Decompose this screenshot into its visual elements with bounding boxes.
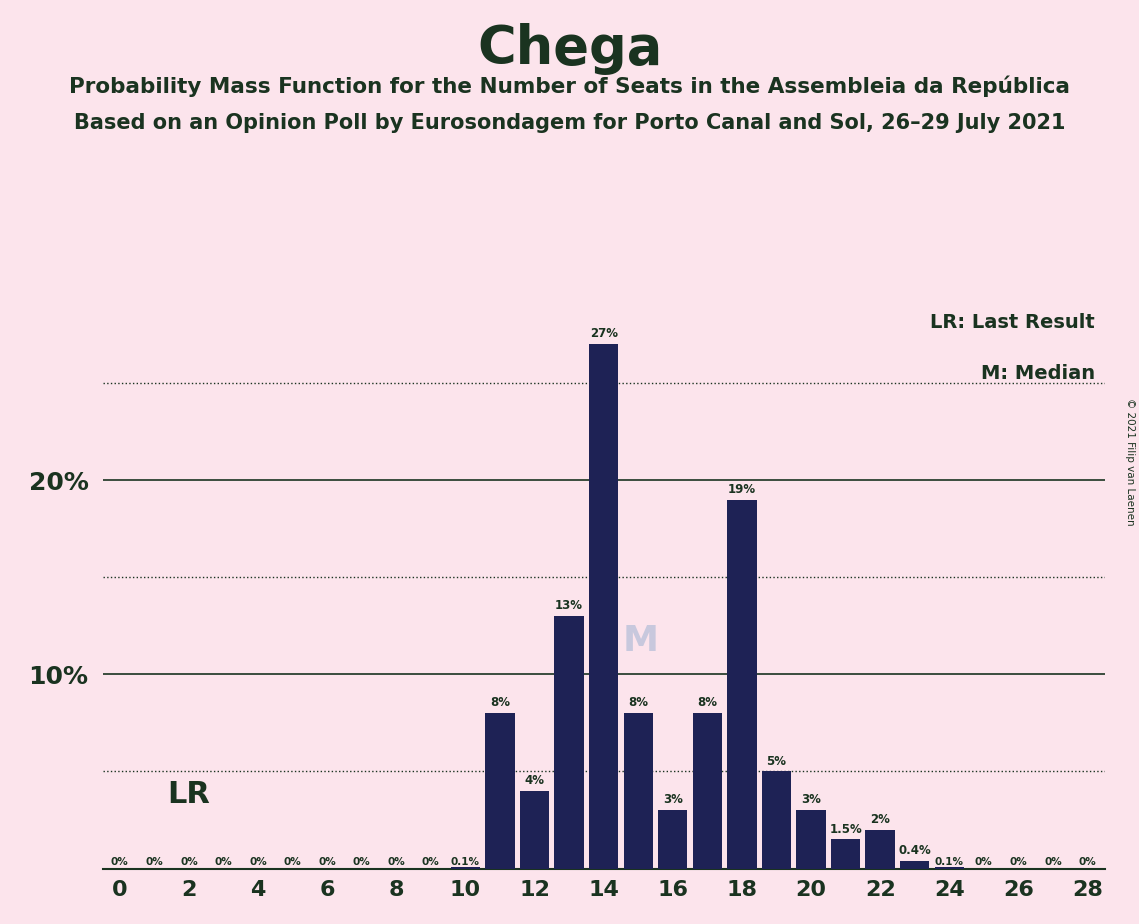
Text: 0%: 0% (421, 857, 440, 867)
Text: 8%: 8% (490, 697, 510, 710)
Text: 0%: 0% (318, 857, 336, 867)
Text: Chega: Chega (477, 23, 662, 75)
Bar (589, 345, 618, 869)
Bar (693, 713, 722, 869)
Text: 2%: 2% (870, 813, 890, 826)
Text: 0.4%: 0.4% (899, 844, 931, 857)
Bar (658, 810, 688, 869)
Text: 1.5%: 1.5% (829, 822, 862, 835)
Text: 0%: 0% (387, 857, 405, 867)
Text: © 2021 Filip van Laenen: © 2021 Filip van Laenen (1125, 398, 1134, 526)
Text: 8%: 8% (629, 697, 648, 710)
Text: 0%: 0% (249, 857, 267, 867)
Text: 13%: 13% (555, 600, 583, 613)
Bar (519, 791, 549, 869)
Bar (796, 810, 826, 869)
Text: 3%: 3% (663, 794, 682, 807)
Text: 0%: 0% (110, 857, 129, 867)
Text: 0%: 0% (284, 857, 302, 867)
Text: 27%: 27% (590, 327, 617, 340)
Bar (762, 772, 792, 869)
Text: LR: LR (167, 780, 211, 809)
Bar (485, 713, 515, 869)
Text: 0%: 0% (1044, 857, 1062, 867)
Text: 0.1%: 0.1% (451, 857, 480, 867)
Text: M: M (623, 624, 658, 658)
Text: 0%: 0% (146, 857, 163, 867)
Text: 5%: 5% (767, 755, 787, 768)
Text: 0%: 0% (214, 857, 232, 867)
Text: Based on an Opinion Poll by Eurosondagem for Porto Canal and Sol, 26–29 July 202: Based on an Opinion Poll by Eurosondagem… (74, 113, 1065, 133)
Text: Probability Mass Function for the Number of Seats in the Assembleia da República: Probability Mass Function for the Number… (69, 76, 1070, 97)
Bar (727, 500, 756, 869)
Text: 19%: 19% (728, 482, 756, 495)
Text: 3%: 3% (801, 794, 821, 807)
Bar (935, 867, 964, 869)
Bar (451, 867, 481, 869)
Bar (623, 713, 653, 869)
Text: 0%: 0% (1009, 857, 1027, 867)
Text: 0%: 0% (353, 857, 370, 867)
Bar (866, 830, 895, 869)
Text: 0%: 0% (975, 857, 993, 867)
Text: LR: Last Result: LR: Last Result (931, 313, 1095, 332)
Text: 0%: 0% (180, 857, 198, 867)
Text: 0%: 0% (1079, 857, 1097, 867)
Bar (831, 839, 860, 869)
Text: 8%: 8% (697, 697, 718, 710)
Text: M: Median: M: Median (981, 364, 1095, 383)
Text: 0.1%: 0.1% (935, 857, 964, 867)
Bar (900, 861, 929, 869)
Bar (555, 616, 584, 869)
Text: 4%: 4% (525, 774, 544, 787)
